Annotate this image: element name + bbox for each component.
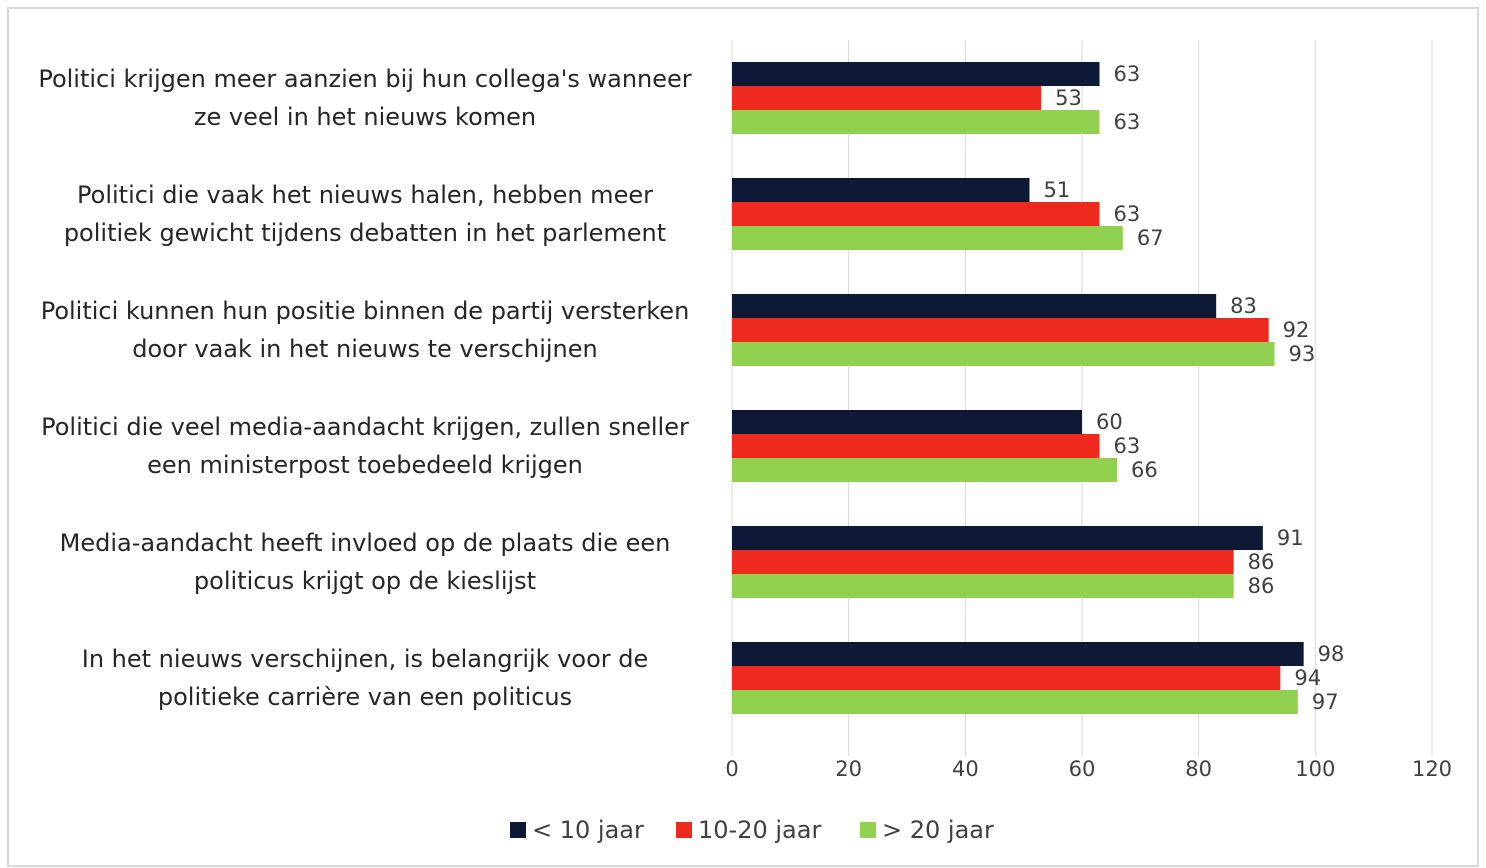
data-label: 67 — [1137, 226, 1164, 250]
data-label: 83 — [1230, 294, 1257, 318]
data-label: 66 — [1131, 458, 1158, 482]
legend-swatch — [860, 822, 876, 838]
x-tick-label: 80 — [1185, 757, 1212, 781]
bar — [732, 690, 1298, 714]
data-label: 98 — [1318, 642, 1345, 666]
data-label: 92 — [1283, 318, 1310, 342]
bar — [732, 342, 1275, 366]
data-label: 63 — [1114, 434, 1141, 458]
category-label: Media-aandacht heeft invloed op de plaat… — [59, 529, 671, 595]
data-label: 94 — [1294, 666, 1321, 690]
category-label: Politici die veel media-aandacht krijgen… — [41, 413, 689, 479]
legend-label: < 10 jaar — [532, 816, 644, 844]
category-label: In het nieuws verschijnen, is belangrijk… — [81, 645, 649, 711]
x-tick-label: 0 — [725, 757, 738, 781]
data-label: 63 — [1114, 110, 1141, 134]
data-label: 97 — [1312, 690, 1339, 714]
category-label: Politici krijgen meer aanzien bij hun co… — [38, 65, 692, 131]
bar — [732, 434, 1100, 458]
bar — [732, 110, 1100, 134]
category-label: Politici kunnen hun positie binnen de pa… — [40, 297, 690, 363]
x-tick-label: 40 — [952, 757, 979, 781]
x-tick-label: 20 — [835, 757, 862, 781]
bar — [732, 202, 1100, 226]
data-label: 60 — [1096, 410, 1123, 434]
data-label: 86 — [1248, 550, 1275, 574]
bar — [732, 294, 1217, 318]
bar — [732, 550, 1234, 574]
bar — [732, 62, 1100, 86]
legend-swatch — [676, 822, 692, 838]
data-label: 51 — [1044, 178, 1071, 202]
data-label: 53 — [1055, 86, 1082, 110]
bar — [732, 86, 1042, 110]
bar — [732, 642, 1304, 666]
bar — [732, 526, 1263, 550]
x-tick-label: 120 — [1412, 757, 1452, 781]
chart-border — [7, 7, 1479, 867]
x-tick-label: 100 — [1295, 757, 1335, 781]
bar — [732, 226, 1123, 250]
legend-label: > 20 jaar — [882, 816, 994, 844]
legend-label: 10-20 jaar — [698, 816, 821, 844]
bar — [732, 666, 1281, 690]
data-label: 63 — [1114, 62, 1141, 86]
bar — [732, 458, 1117, 482]
category-label: Politici die vaak het nieuws halen, hebb… — [63, 181, 667, 247]
data-label: 93 — [1289, 342, 1316, 366]
bar — [732, 574, 1234, 598]
bar — [732, 410, 1082, 434]
data-label: 63 — [1114, 202, 1141, 226]
x-tick-label: 60 — [1069, 757, 1096, 781]
bar — [732, 178, 1030, 202]
data-label: 91 — [1277, 526, 1304, 550]
legend-swatch — [510, 822, 526, 838]
data-label: 86 — [1248, 574, 1275, 598]
bar — [732, 318, 1269, 342]
